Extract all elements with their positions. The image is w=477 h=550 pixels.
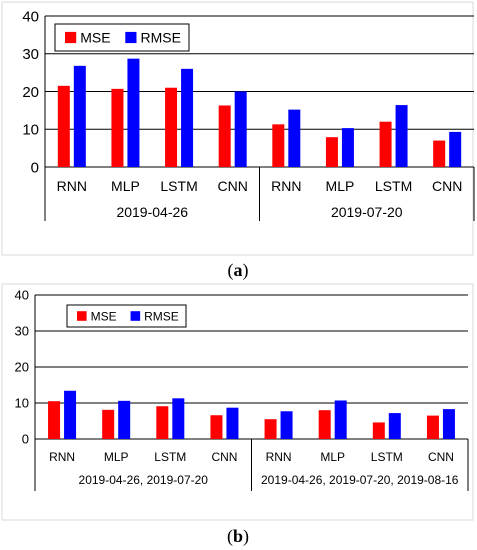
chart-a-y-ticks: 0 10 20 30 40 xyxy=(22,8,39,176)
chart-panel-b: 0 10 20 30 40 RNN MLP LSTM CNN RNN MLP LSTM CNN 201… xyxy=(1,283,474,547)
legend-label-rmse: RMSE xyxy=(144,309,179,323)
panel-label-b: (b) xyxy=(227,526,249,547)
bar-rmse xyxy=(280,411,293,439)
legend-label-rmse: RMSE xyxy=(141,30,181,46)
bar-rmse xyxy=(388,413,401,439)
chart-a-bars xyxy=(57,58,462,167)
chart-b-y-ticks: 0 10 20 30 40 xyxy=(15,288,29,447)
chart-b-legend: MSE RMSE xyxy=(66,304,187,328)
chart-a-x-ticks: RNN MLP LSTM CNN RNN MLP LSTM CNN xyxy=(44,167,475,221)
x-category-label: LSTM xyxy=(160,178,197,194)
bar-rmse xyxy=(127,58,140,167)
chart-b-bars xyxy=(48,390,455,439)
y-tick-label: 20 xyxy=(15,360,29,375)
x-category-label: LSTM xyxy=(154,450,186,464)
bar-rmse xyxy=(341,128,354,167)
group-label: 2019-04-26, 2019-07-20 xyxy=(79,473,209,487)
bar-rmse xyxy=(172,398,185,439)
x-category-label: CNN xyxy=(428,450,454,464)
y-tick-label: 10 xyxy=(15,396,29,411)
x-category-label: MLP xyxy=(320,450,345,464)
bar-mse xyxy=(156,406,169,439)
bar-rmse xyxy=(334,400,347,439)
bar-mse xyxy=(426,415,439,439)
bar-rmse xyxy=(226,407,239,439)
x-category-label: RNN xyxy=(57,178,87,194)
y-tick-label: 20 xyxy=(22,84,39,101)
x-category-label: MLP xyxy=(104,450,129,464)
legend-box xyxy=(66,304,187,328)
x-category-label: LSTM xyxy=(371,450,403,464)
bar-rmse xyxy=(449,131,462,167)
y-tick-label: 30 xyxy=(15,324,29,339)
bar-mse xyxy=(111,88,124,167)
y-tick-label: 40 xyxy=(15,288,29,303)
panel-label-a: (a) xyxy=(228,260,249,281)
bar-mse xyxy=(372,422,385,439)
bar-mse xyxy=(218,105,231,167)
legend-swatch-rmse xyxy=(130,311,141,321)
bar-rmse xyxy=(64,390,77,439)
group-label: 2019-04-26 xyxy=(116,204,188,220)
bar-mse xyxy=(102,409,115,439)
x-category-label: RNN xyxy=(266,450,292,464)
x-category-label: RNN xyxy=(49,450,75,464)
bar-mse xyxy=(379,121,392,167)
x-category-label: CNN xyxy=(218,178,248,194)
x-category-label: MLP xyxy=(326,178,355,194)
x-category-label: LSTM xyxy=(375,178,412,194)
y-tick-label: 0 xyxy=(31,159,39,176)
x-category-label: MLP xyxy=(111,178,140,194)
bar-mse xyxy=(325,137,338,167)
bar-rmse xyxy=(181,68,194,167)
bar-rmse xyxy=(442,409,455,439)
chart-a-group-labels: 2019-04-26 2019-07-20 xyxy=(116,204,402,220)
x-category-label: RNN xyxy=(271,178,301,194)
bar-mse xyxy=(264,419,277,439)
bar-rmse xyxy=(73,65,86,167)
y-tick-label: 10 xyxy=(22,122,39,139)
y-tick-label: 40 xyxy=(22,8,39,25)
legend-swatch-mse xyxy=(77,311,87,321)
legend-label-mse: MSE xyxy=(80,30,110,46)
chart-panel-a: 0 10 20 30 40 RNN MLP LSTM CNN RNN MLP LSTM CNN 201… xyxy=(1,1,475,281)
legend-swatch-mse xyxy=(65,31,77,44)
bar-mse xyxy=(318,410,331,439)
bar-mse xyxy=(57,85,70,167)
chart-b-x-ticks: RNN MLP LSTM CNN RNN MLP LSTM CNN xyxy=(34,439,469,491)
legend-box xyxy=(54,23,190,52)
chart-b-group-labels: 2019-04-26, 2019-07-20 2019-04-26, 2019-0… xyxy=(79,473,459,487)
y-tick-label: 0 xyxy=(22,432,29,447)
bar-rmse xyxy=(288,109,301,167)
bar-mse xyxy=(48,401,61,439)
legend-swatch-rmse xyxy=(125,31,137,44)
bar-rmse xyxy=(118,400,131,439)
y-tick-label: 30 xyxy=(22,46,39,63)
bar-mse xyxy=(210,415,223,439)
chart-a-legend: MSE RMSE xyxy=(54,23,190,52)
bar-mse xyxy=(433,140,446,167)
x-category-label: CNN xyxy=(211,450,237,464)
group-label: 2019-07-20 xyxy=(331,204,403,220)
legend-label-mse: MSE xyxy=(91,309,117,323)
bar-mse xyxy=(272,124,285,167)
bar-rmse xyxy=(234,91,247,167)
group-label: 2019-04-26, 2019-07-20, 2019-08-16 xyxy=(261,473,459,487)
x-category-label: CNN xyxy=(432,178,462,194)
bar-mse xyxy=(165,87,178,167)
bar-rmse xyxy=(395,105,408,167)
